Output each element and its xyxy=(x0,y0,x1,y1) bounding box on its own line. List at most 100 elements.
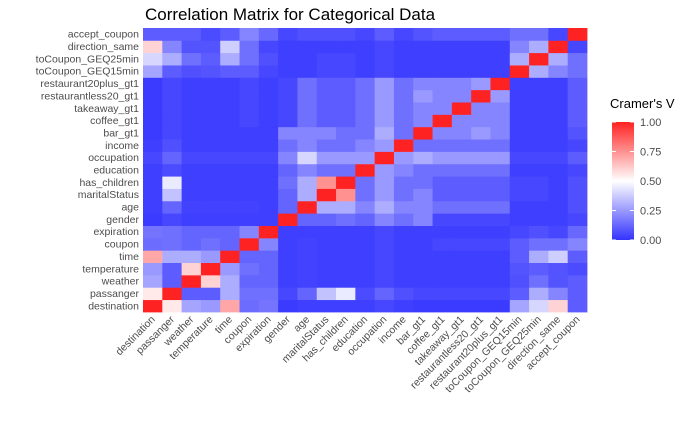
heatmap-cell-toCoupon_GEQ25min-coffee_gt1 xyxy=(432,52,453,66)
heatmap-cell-education-time xyxy=(220,163,240,177)
heatmap-cell-coffee_gt1-takeaway_gt1 xyxy=(451,114,472,128)
legend-tick-label: 0.00 xyxy=(640,235,661,247)
heatmap-cell-accept_coupon-time xyxy=(220,28,240,41)
heatmap-cell-weather-accept_coupon xyxy=(567,274,588,288)
heatmap-cell-expiration-time xyxy=(220,225,240,239)
heatmap-cell-toCoupon_GEQ15min-restaurant20plus_gt1 xyxy=(490,65,511,78)
y-tick-label-has_children: has_children xyxy=(79,177,139,189)
legend-ticks: 1.00 0.75 0.50 0.25 0.00 xyxy=(612,117,661,247)
heatmap-cell-expiration-accept_coupon xyxy=(567,225,588,239)
heatmap-cell-expiration-expiration xyxy=(258,225,279,239)
y-tick-label-gender: gender xyxy=(106,214,139,226)
heatmap-cell-bar_gt1-restaurantless20_gt1 xyxy=(471,126,491,140)
heatmap-cell-destination-restaurant20plus_gt1 xyxy=(490,299,511,313)
heatmap-cell-has_children-accept_coupon xyxy=(567,176,588,189)
heatmap-cell-direction_same-expiration xyxy=(258,40,279,54)
heatmap-cell-coupon-coupon xyxy=(239,237,260,251)
heatmap-cell-has_children-passanger xyxy=(162,176,182,189)
heatmap-cell-age-restaurantless20_gt1 xyxy=(471,200,491,214)
heatmap-cell-toCoupon_GEQ15min-time xyxy=(220,65,240,78)
heatmap-cell-restaurantless20_gt1-education xyxy=(355,89,376,103)
heatmap-cell-expiration-restaurantless20_gt1 xyxy=(471,225,491,239)
heatmap-cell-accept_coupon-coffee_gt1 xyxy=(432,28,453,41)
heatmap-cell-weather-time xyxy=(220,274,240,288)
heatmap-cell-restaurant20plus_gt1-accept_coupon xyxy=(567,77,588,91)
y-tick-label-takeaway_gt1: takeaway_gt1 xyxy=(74,103,139,115)
heatmap-cell-maritalStatus-destination xyxy=(143,188,163,202)
heatmap-cell-temperature-income xyxy=(393,262,414,276)
heatmap-cell-occupation-age xyxy=(297,151,318,165)
heatmap-cell-bar_gt1-direction_same xyxy=(548,126,569,140)
heatmap-cell-bar_gt1-has_children xyxy=(336,126,356,140)
heatmap-cell-coffee_gt1-age xyxy=(297,114,318,128)
heatmap-cell-time-coupon xyxy=(239,250,260,264)
heatmap-cell-toCoupon_GEQ15min-passanger xyxy=(162,65,182,78)
heatmap-cell-time-age xyxy=(297,250,318,264)
heatmap-cell-age-coffee_gt1 xyxy=(432,200,453,214)
heatmap-cell-destination-time xyxy=(220,299,240,313)
heatmap-cell-coupon-has_children xyxy=(336,237,356,251)
heatmap-cell-expiration-has_children xyxy=(336,225,356,239)
heatmap-cell-accept_coupon-occupation xyxy=(374,28,395,41)
heatmap-cell-restaurantless20_gt1-coffee_gt1 xyxy=(432,89,453,103)
heatmap-cell-restaurant20plus_gt1-destination xyxy=(143,77,163,91)
heatmap-cell-income-coupon xyxy=(239,139,260,152)
heatmap-cell-coffee_gt1-education xyxy=(355,114,376,128)
heatmap-cell-coffee_gt1-occupation xyxy=(374,114,395,128)
y-tick-label-time: time xyxy=(119,251,139,263)
heatmap-cell-weather-income xyxy=(393,274,414,288)
heatmap-cell-takeaway_gt1-gender xyxy=(278,102,298,115)
heatmap-cell-gender-age xyxy=(297,213,318,226)
y-axis-tick-labels: destinationpassangerweathertemperatureti… xyxy=(36,29,140,313)
heatmap-cell-gender-accept_coupon xyxy=(567,213,588,226)
heatmap-cell-age-weather xyxy=(181,200,202,214)
heatmap-cell-occupation-restaurantless20_gt1 xyxy=(471,151,491,165)
heatmap-cell-education-coffee_gt1 xyxy=(432,163,453,177)
heatmap-cell-bar_gt1-takeaway_gt1 xyxy=(451,126,472,140)
heatmap-cell-gender-coupon xyxy=(239,213,260,226)
heatmap-cell-income-income xyxy=(393,139,414,152)
heatmap-cell-maritalStatus-takeaway_gt1 xyxy=(451,188,472,202)
heatmap-cell-education-accept_coupon xyxy=(567,163,588,177)
heatmap-cell-direction_same-destination xyxy=(143,40,163,54)
heatmap-cell-toCoupon_GEQ15min-gender xyxy=(278,65,298,78)
y-tick-label-occupation: occupation xyxy=(88,152,139,164)
heatmap-cell-has_children-temperature xyxy=(200,176,221,189)
heatmap-cell-temperature-maritalStatus xyxy=(316,262,337,276)
heatmap-cell-coupon-gender xyxy=(278,237,298,251)
heatmap-cell-income-time xyxy=(220,139,240,152)
heatmap-cell-maritalStatus-time xyxy=(220,188,240,202)
heatmap-cell-restaurantless20_gt1-accept_coupon xyxy=(567,89,588,103)
heatmap-cell-temperature-weather xyxy=(181,262,202,276)
heatmap-cell-toCoupon_GEQ15min-age xyxy=(297,65,318,78)
heatmap-cell-weather-weather xyxy=(181,274,202,288)
heatmap-cell-weather-temperature xyxy=(200,274,221,288)
heatmap-cell-passanger-restaurant20plus_gt1 xyxy=(490,287,511,301)
heatmap-cell-restaurantless20_gt1-passanger xyxy=(162,89,182,103)
heatmap-cell-weather-restaurant20plus_gt1 xyxy=(490,274,511,288)
heatmap-cell-expiration-temperature xyxy=(200,225,221,239)
heatmap-cell-income-takeaway_gt1 xyxy=(451,139,472,152)
heatmap-cell-toCoupon_GEQ25min-coupon xyxy=(239,52,260,66)
heatmap-cell-restaurant20plus_gt1-weather xyxy=(181,77,202,91)
heatmap-cell-takeaway_gt1-income xyxy=(393,102,414,115)
heatmap-cell-gender-weather xyxy=(181,213,202,226)
heatmap-cell-gender-coffee_gt1 xyxy=(432,213,453,226)
heatmap-cell-restaurantless20_gt1-gender xyxy=(278,89,298,103)
heatmap-cell-direction_same-education xyxy=(355,40,376,54)
heatmap-cell-coupon-coffee_gt1 xyxy=(432,237,453,251)
heatmap-cell-has_children-restaurant20plus_gt1 xyxy=(490,176,511,189)
heatmap-cell-accept_coupon-direction_same xyxy=(548,28,569,41)
heatmap-cell-temperature-age xyxy=(297,262,318,276)
heatmap-cell-education-destination xyxy=(143,163,163,177)
heatmap-cell-takeaway_gt1-coupon xyxy=(239,102,260,115)
heatmap-cell-occupation-toCoupon_GEQ25min xyxy=(529,151,549,165)
heatmap-cell-temperature-occupation xyxy=(374,262,395,276)
heatmap-cell-passanger-coupon xyxy=(239,287,260,301)
legend-tick-label: 0.50 xyxy=(640,176,661,188)
heatmap-cell-has_children-coffee_gt1 xyxy=(432,176,453,189)
legend-tick-label: 0.75 xyxy=(640,147,661,159)
heatmap-cell-coupon-expiration xyxy=(258,237,279,251)
heatmap-cell-time-weather xyxy=(181,250,202,264)
heatmap-cell-passanger-has_children xyxy=(336,287,356,301)
